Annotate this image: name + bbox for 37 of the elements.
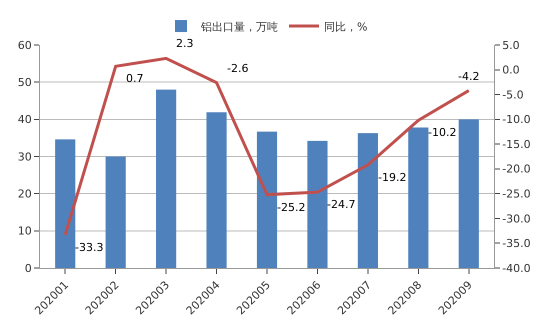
bar <box>458 119 479 268</box>
legend-label: 铝出口量，万吨 <box>200 20 278 34</box>
data-label: -10.2 <box>428 126 456 139</box>
data-label: -4.2 <box>458 70 480 83</box>
y2-tick-label: -5.0 <box>502 88 524 102</box>
y2-tick-label: -10.0 <box>502 113 531 126</box>
y-tick-label: 10 <box>18 224 32 238</box>
data-label: -25.2 <box>277 201 306 214</box>
y-tick-label: 20 <box>18 188 32 201</box>
data-label: -19.2 <box>378 171 406 184</box>
bar <box>408 128 428 268</box>
y-tick-label: 30 <box>18 150 32 164</box>
bar <box>206 112 227 268</box>
bar <box>358 133 378 268</box>
data-label: 0.7 <box>126 72 144 85</box>
legend-label: 同比，% <box>324 20 368 34</box>
y-tick-label: 50 <box>18 76 32 90</box>
data-label: -33.3 <box>75 241 104 254</box>
data-label: -24.7 <box>327 198 356 211</box>
y-tick-label: 0 <box>24 262 32 275</box>
y2-tick-label: -30.0 <box>502 212 531 226</box>
y2-tick-label: -40.0 <box>502 262 531 275</box>
bar <box>156 90 176 268</box>
bar <box>106 156 126 268</box>
y2-tick-label: -25.0 <box>502 188 531 201</box>
y-tick-label: 60 <box>18 38 32 52</box>
bar <box>307 140 328 268</box>
data-label: -2.6 <box>227 62 248 75</box>
y2-tick-label: 0.0 <box>502 64 520 77</box>
bar <box>55 139 76 268</box>
y2-tick-label: -15.0 <box>502 138 531 151</box>
data-label: 2.3 <box>176 37 194 50</box>
y2-tick-label: 5.0 <box>502 38 520 52</box>
y2-tick-label: -20.0 <box>502 162 531 176</box>
bar <box>256 132 278 268</box>
y-tick-label: 40 <box>18 113 32 126</box>
y2-tick-label: -35.0 <box>502 237 531 250</box>
